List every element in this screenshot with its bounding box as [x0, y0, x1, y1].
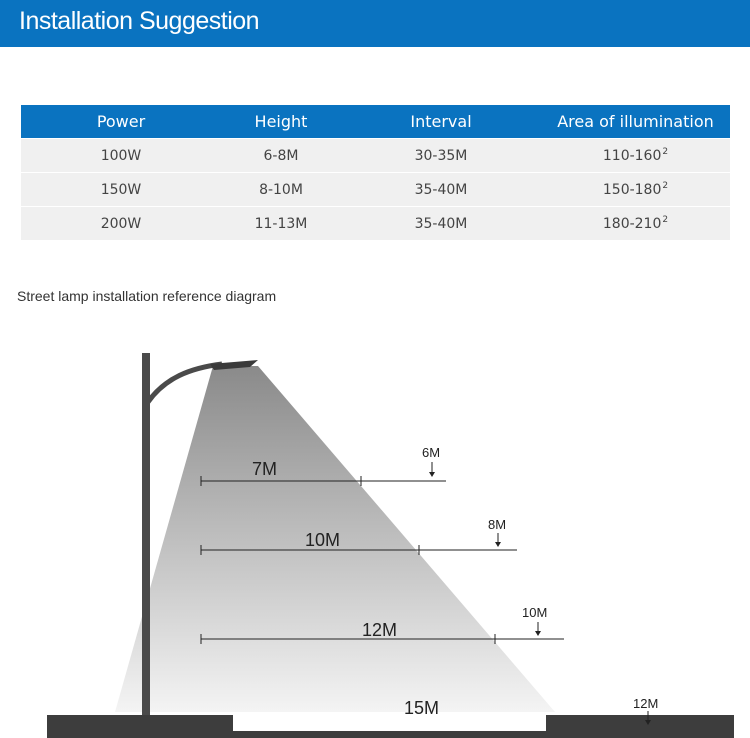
column-header-area: Area of illumination	[557, 112, 714, 131]
column-header-power: Power	[96, 112, 146, 131]
span-width-label: 7M	[252, 459, 277, 479]
cell-area-superscript: 2	[662, 147, 669, 157]
cell-area: 110-1602	[541, 147, 730, 164]
cell-area-superscript: 2	[662, 215, 669, 225]
arrow-down-icon	[535, 631, 541, 636]
table-row: 150W 8-10M 35-40M 150-1802	[21, 172, 730, 206]
section-title: Installation Suggestion	[19, 7, 260, 35]
light-beam	[115, 366, 555, 712]
table-row: 100W 6-8M 30-35M 110-1602	[21, 138, 730, 172]
cell-area-value: 110-160	[602, 148, 662, 164]
cell-area: 150-1802	[541, 181, 730, 198]
table-row: 200W 11-13M 35-40M 180-2102	[21, 206, 730, 240]
span-width-label: 10M	[305, 530, 340, 550]
span-height-label: 12M	[633, 696, 658, 711]
span-height-label: 10M	[522, 605, 547, 620]
cell-interval: 35-40M	[414, 215, 468, 232]
arrow-down-icon	[645, 720, 651, 725]
cell-height: 8-10M	[259, 181, 303, 198]
cell-power: 200W	[100, 215, 142, 232]
lamp-head	[210, 360, 258, 370]
cell-area: 180-2102	[541, 215, 730, 232]
span-height-label: 6M	[422, 445, 440, 460]
lamp-pole	[142, 353, 150, 715]
table-header-row: Power Height Interval Area of illuminati…	[21, 105, 730, 138]
arrow-down-icon	[429, 472, 435, 477]
cell-height: 6-8M	[263, 147, 299, 164]
diagram-caption: Street lamp installation reference diagr…	[17, 288, 277, 304]
installation-table: Power Height Interval Area of illuminati…	[21, 105, 730, 240]
cell-area-value: 180-210	[602, 216, 662, 232]
span-line-7m	[200, 462, 446, 486]
cell-interval: 30-35M	[414, 147, 468, 164]
span-width-label: 12M	[362, 620, 397, 640]
ground	[47, 715, 734, 738]
section-header: Installation Suggestion	[0, 0, 750, 47]
cell-area-superscript: 2	[662, 181, 669, 191]
arrow-down-icon	[495, 542, 501, 547]
column-header-interval: Interval	[410, 112, 472, 131]
cell-interval: 35-40M	[414, 181, 468, 198]
cell-area-value: 150-180	[602, 182, 662, 198]
span-width-label: 15M	[404, 698, 439, 718]
street-lamp-diagram: 7M 6M 10M 8M 12M 10M 15M 12M	[47, 353, 734, 738]
cell-power: 100W	[100, 147, 142, 164]
span-line-12m	[200, 622, 564, 644]
column-header-height: Height	[254, 112, 308, 131]
cell-height: 11-13M	[254, 215, 308, 232]
cell-power: 150W	[100, 181, 142, 198]
span-height-label: 8M	[488, 517, 506, 532]
